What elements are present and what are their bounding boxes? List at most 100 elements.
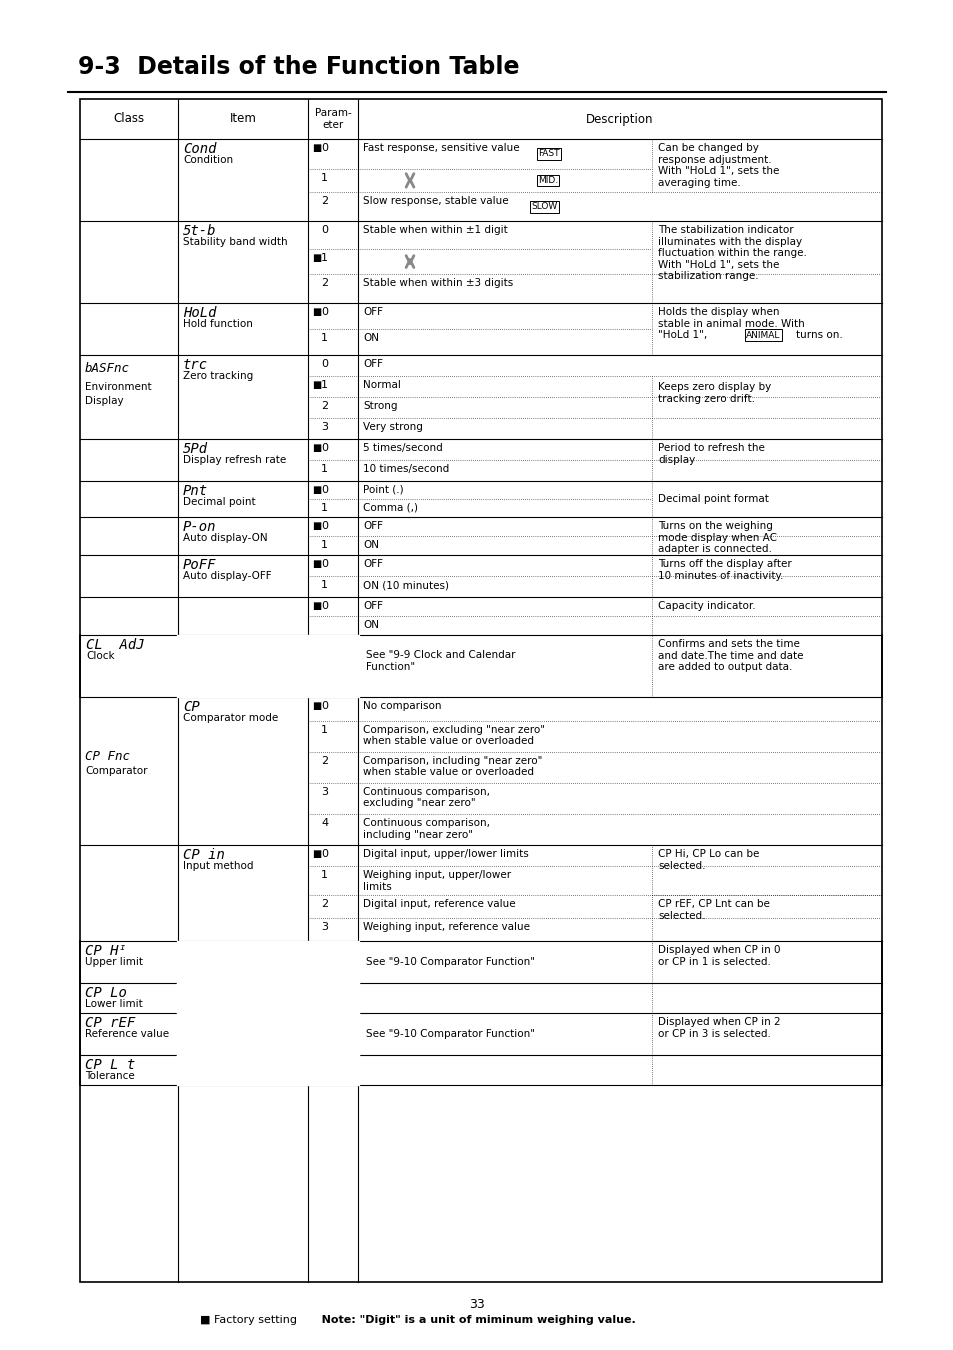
Text: Display: Display — [85, 396, 124, 406]
Text: 0: 0 — [320, 443, 328, 454]
Text: P-on: P-on — [183, 520, 216, 535]
Text: 5 times/second: 5 times/second — [363, 443, 442, 454]
Text: 10 times/second: 10 times/second — [363, 464, 449, 474]
Text: trc: trc — [183, 358, 208, 373]
Text: Comparison, including "near zero"
when stable value or overloaded: Comparison, including "near zero" when s… — [363, 756, 542, 778]
Text: ON: ON — [363, 620, 378, 630]
Text: ■: ■ — [312, 521, 321, 531]
Text: OFF: OFF — [363, 306, 382, 317]
Text: Normal: Normal — [363, 379, 400, 390]
Text: Holds the display when
stable in animal mode. With
"HoLd 1",: Holds the display when stable in animal … — [658, 306, 804, 340]
Text: Hold function: Hold function — [183, 319, 253, 329]
Text: 1: 1 — [320, 540, 328, 549]
Text: MID.: MID. — [537, 176, 558, 185]
Text: 1: 1 — [320, 379, 328, 390]
Text: Can be changed by
response adjustment.
With "HoLd 1", sets the
averaging time.: Can be changed by response adjustment. W… — [658, 143, 779, 188]
Text: CP in: CP in — [183, 848, 225, 863]
Text: bASFnc: bASFnc — [85, 363, 130, 375]
Text: 1: 1 — [320, 173, 328, 182]
Text: Comparator: Comparator — [85, 765, 148, 776]
Text: Param-
eter: Param- eter — [314, 108, 351, 130]
Text: 5t-b: 5t-b — [183, 224, 216, 238]
Text: 1: 1 — [320, 504, 328, 513]
Text: 1: 1 — [320, 333, 328, 343]
Text: Digital input, upper/lower limits: Digital input, upper/lower limits — [363, 849, 528, 859]
Text: Condition: Condition — [183, 155, 233, 165]
Text: PoFF: PoFF — [183, 558, 216, 572]
Text: Comma (,): Comma (,) — [363, 504, 417, 513]
Text: Strong: Strong — [363, 401, 397, 410]
Text: Slow response, stable value: Slow response, stable value — [363, 196, 508, 207]
Text: HoLd: HoLd — [183, 306, 216, 320]
Text: ■: ■ — [312, 849, 321, 859]
Text: ON: ON — [363, 333, 378, 343]
Text: ■: ■ — [312, 379, 321, 390]
Text: 9-3  Details of the Function Table: 9-3 Details of the Function Table — [78, 55, 519, 80]
Text: 3: 3 — [320, 423, 328, 432]
Text: Reference value: Reference value — [85, 1029, 169, 1040]
Text: OFF: OFF — [363, 521, 382, 531]
Text: CP Lo: CP Lo — [85, 986, 127, 1000]
Text: Capacity indicator.: Capacity indicator. — [658, 601, 755, 612]
Text: Confirms and sets the time
and date.The time and date
are added to output data.: Confirms and sets the time and date.The … — [658, 639, 802, 672]
Text: FAST: FAST — [537, 150, 558, 158]
Text: 0: 0 — [320, 559, 328, 568]
Text: Upper limit: Upper limit — [85, 957, 143, 967]
Text: Tolerance: Tolerance — [85, 1071, 134, 1081]
Text: Auto display-ON: Auto display-ON — [183, 533, 268, 543]
Text: CP Hi, CP Lo can be
selected.: CP Hi, CP Lo can be selected. — [658, 849, 759, 871]
Text: Turns off the display after
10 minutes of inactivity.: Turns off the display after 10 minutes o… — [658, 559, 791, 580]
Text: Description: Description — [586, 112, 653, 126]
Text: 2: 2 — [320, 899, 328, 909]
Text: ON (10 minutes): ON (10 minutes) — [363, 580, 449, 590]
Text: 0: 0 — [320, 225, 328, 235]
Text: 0: 0 — [320, 359, 328, 369]
Text: 3: 3 — [320, 787, 328, 796]
Text: No comparison: No comparison — [363, 701, 441, 711]
Text: OFF: OFF — [363, 359, 382, 369]
Text: Comparator mode: Comparator mode — [183, 713, 278, 724]
Text: Pnt: Pnt — [183, 485, 208, 498]
Text: 2: 2 — [320, 756, 328, 765]
Text: Stability band width: Stability band width — [183, 238, 287, 247]
Bar — [80, 99, 882, 1282]
Text: ■: ■ — [312, 443, 321, 454]
Text: 1: 1 — [320, 464, 328, 474]
Text: Stable when within ±3 digits: Stable when within ±3 digits — [363, 278, 513, 289]
Text: Item: Item — [230, 112, 256, 126]
Text: CP: CP — [183, 701, 199, 714]
Text: See "9-10 Comparator Function": See "9-10 Comparator Function" — [366, 957, 535, 967]
Text: ■: ■ — [312, 559, 321, 568]
Text: 33: 33 — [469, 1299, 484, 1311]
Text: 1: 1 — [320, 580, 328, 590]
Text: 1: 1 — [320, 871, 328, 880]
Text: Stable when within ±1 digit: Stable when within ±1 digit — [363, 225, 507, 235]
Text: ANIMAL: ANIMAL — [745, 331, 780, 339]
Text: 2: 2 — [320, 196, 328, 207]
Text: Class: Class — [113, 112, 145, 126]
Text: CP Fnc: CP Fnc — [85, 751, 130, 764]
Text: Cond: Cond — [183, 142, 216, 157]
Text: 0: 0 — [320, 306, 328, 317]
Text: 5Pd: 5Pd — [183, 441, 208, 456]
Text: Environment: Environment — [85, 382, 152, 391]
Text: ■: ■ — [312, 701, 321, 711]
Text: ■ Factory setting: ■ Factory setting — [200, 1315, 296, 1324]
Text: Digital input, reference value: Digital input, reference value — [363, 899, 515, 909]
Text: Displayed when CP in 0
or CP in 1 is selected.: Displayed when CP in 0 or CP in 1 is sel… — [658, 945, 780, 967]
Text: See "9-9 Clock and Calendar
Function": See "9-9 Clock and Calendar Function" — [366, 651, 515, 672]
Text: turns on.: turns on. — [795, 329, 841, 340]
Text: Zero tracking: Zero tracking — [183, 371, 253, 381]
Text: Decimal point: Decimal point — [183, 497, 255, 508]
Text: The stabilization indicator
illuminates with the display
fluctuation within the : The stabilization indicator illuminates … — [658, 225, 806, 281]
Text: ■: ■ — [312, 252, 321, 263]
Text: OFF: OFF — [363, 601, 382, 612]
Text: SLOW: SLOW — [531, 202, 557, 211]
Text: CL  AdJ: CL AdJ — [86, 639, 145, 652]
Text: OFF: OFF — [363, 559, 382, 568]
Text: 2: 2 — [320, 401, 328, 410]
Text: Very strong: Very strong — [363, 423, 422, 432]
Text: 3: 3 — [320, 922, 328, 931]
Text: 4: 4 — [320, 818, 328, 828]
Text: ON: ON — [363, 540, 378, 549]
